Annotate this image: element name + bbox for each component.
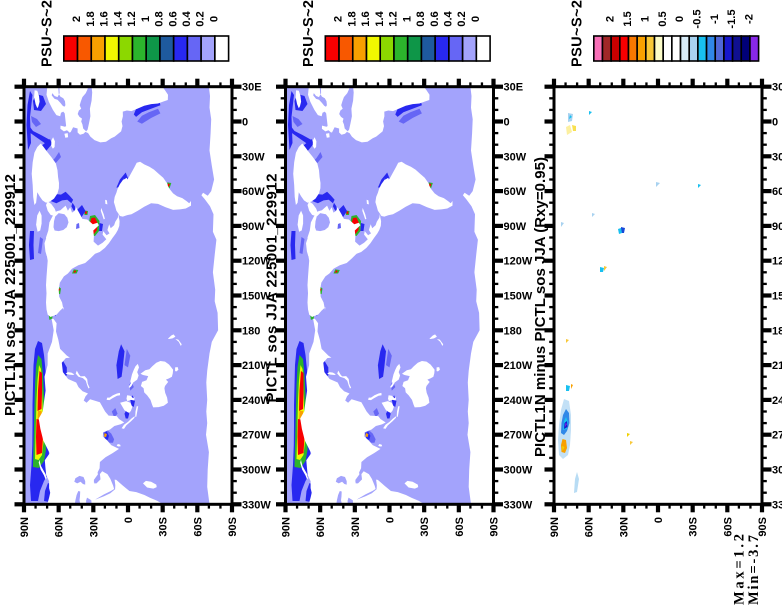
svg-text:PICTL1N sos JJA 225001_229912: PICTL1N sos JJA 225001_229912: [2, 174, 19, 416]
svg-text:2: 2: [605, 16, 617, 22]
svg-text:PSU~S~2: PSU~S~2: [570, 0, 586, 67]
svg-text:0: 0: [674, 16, 686, 22]
svg-text:Min=-3.7: Min=-3.7: [746, 535, 762, 605]
svg-text:1: 1: [639, 16, 651, 22]
svg-text:-1: -1: [709, 14, 721, 24]
svg-text:-2: -2: [744, 14, 756, 24]
svg-text:1.5: 1.5: [622, 11, 634, 27]
svg-text:-1.5: -1.5: [726, 9, 738, 28]
svg-text:PICTL1N minus PICTL sos JJA (R: PICTL1N minus PICTL sos JJA (Rxy=0.95): [532, 157, 549, 457]
svg-text:0.5: 0.5: [657, 11, 669, 27]
svg-text:-0.5: -0.5: [692, 9, 704, 28]
svg-text:PICTL sos JJA 225001_229912: PICTL sos JJA 225001_229912: [264, 174, 281, 403]
